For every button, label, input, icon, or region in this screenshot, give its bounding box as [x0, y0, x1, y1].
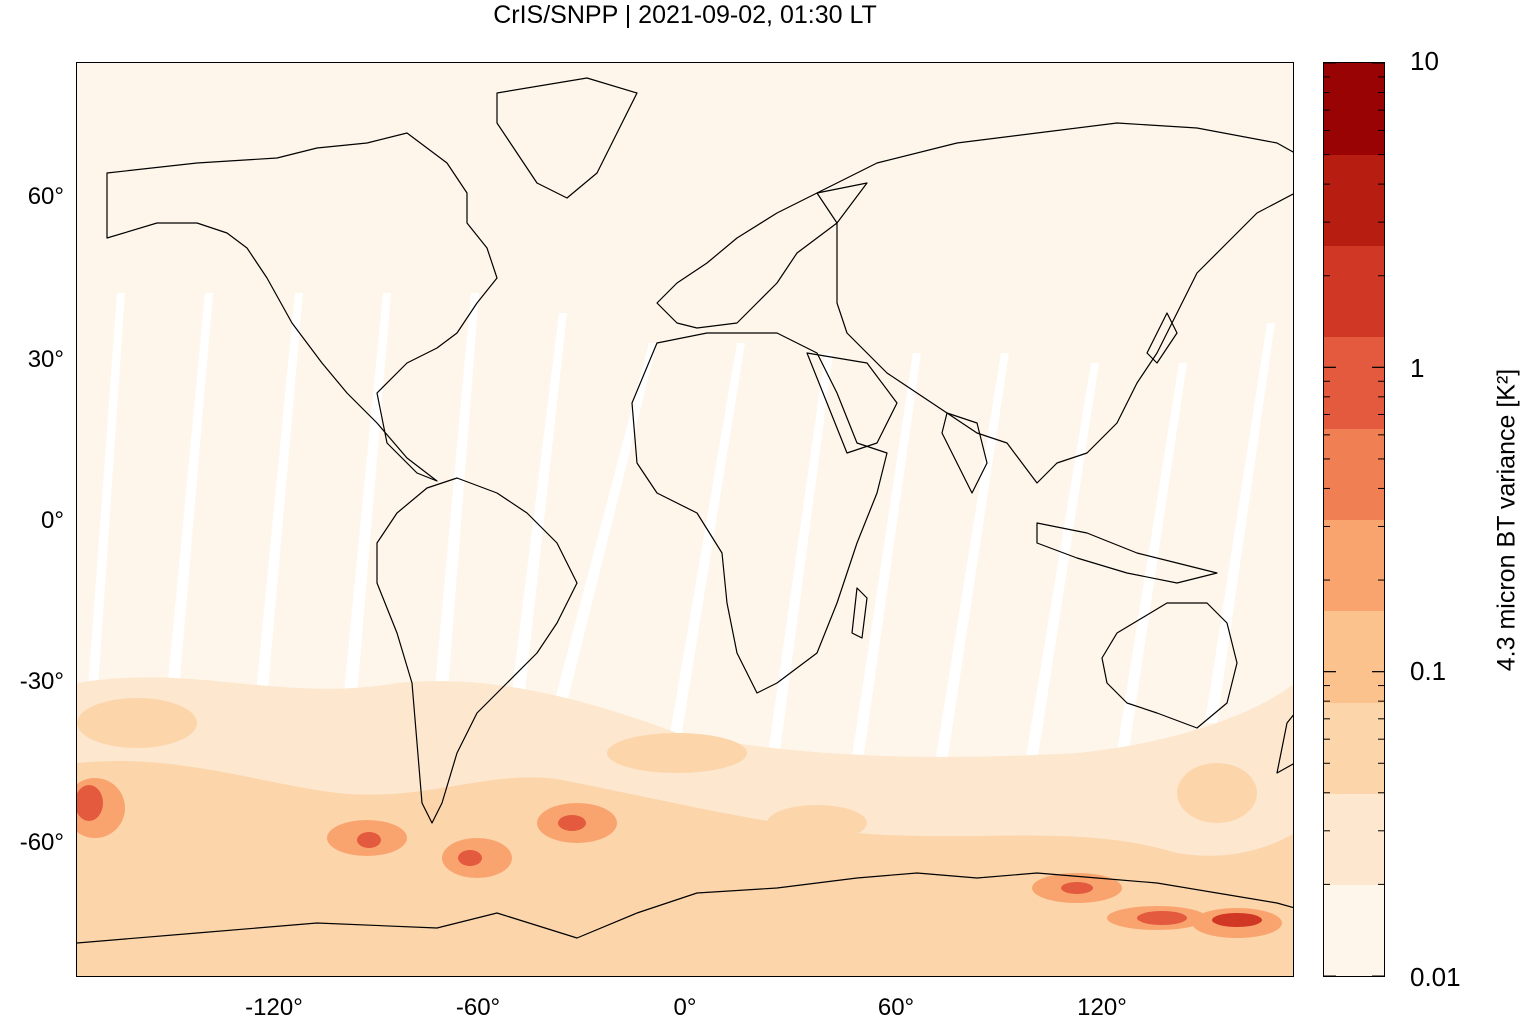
coastline-north-america	[106, 132, 498, 482]
variance-patch	[1137, 911, 1187, 925]
lat-tick-label: 0°	[41, 507, 64, 534]
variance-patch	[1061, 882, 1093, 894]
variance-patch	[77, 698, 197, 748]
map-panel	[76, 62, 1294, 977]
coastline-india	[941, 412, 988, 494]
lat-tick-label: -60°	[19, 829, 64, 856]
coastline-antarctica	[77, 872, 1293, 944]
lon-tick-label: 60°	[877, 994, 915, 1021]
lon-tick-label: -120°	[245, 994, 303, 1021]
colorbar-segment	[1324, 519, 1384, 612]
colorbar-segment	[1324, 793, 1384, 886]
colorbar-tick-label: 0.01	[1410, 962, 1461, 992]
lon-tick-label: 120°	[1077, 994, 1127, 1021]
orbit-gap	[253, 293, 303, 723]
map-canvas	[77, 77, 1293, 976]
orbit-gap	[935, 353, 1009, 763]
orbit-gap	[1205, 323, 1275, 723]
orbit-gap	[429, 293, 479, 753]
coastline-south-america	[376, 477, 578, 824]
orbit-gaps	[87, 293, 1275, 803]
colorbar-segment	[1324, 702, 1384, 794]
variance-patch	[607, 733, 747, 773]
lon-tick-label: 0°	[673, 994, 697, 1021]
colorbar-ticks	[1324, 63, 1384, 976]
variance-patch	[357, 832, 381, 848]
colorbar	[1323, 62, 1385, 977]
variance-patch	[458, 850, 482, 866]
lon-tick-label: -60°	[455, 994, 501, 1021]
coastline-australia	[1101, 602, 1238, 729]
orbit-gap	[533, 343, 657, 783]
variance-field	[77, 677, 1293, 976]
orbit-gap	[339, 293, 391, 743]
map-title: CrIS/SNPP | 2021-09-02, 01:30 LT	[493, 1, 877, 29]
coastline-asia	[816, 122, 1293, 484]
lat-tick-label: 30°	[27, 346, 64, 373]
coastline-arabia	[806, 352, 898, 454]
coastline-greenland	[496, 77, 638, 199]
coastline-indonesia	[1036, 522, 1218, 584]
colorbar-segment	[1324, 245, 1384, 338]
variance-patch	[77, 785, 103, 821]
colorbar-segment	[1324, 610, 1384, 703]
variance-patch	[767, 805, 867, 841]
lat-tick-label: -30°	[19, 668, 64, 695]
variance-band-mid	[77, 761, 1293, 976]
coastlines	[77, 77, 1293, 944]
orbit-gap	[1025, 363, 1099, 763]
orbit-gap	[87, 293, 125, 703]
colorbar-segment	[1324, 154, 1384, 247]
coastline-madagascar	[851, 587, 868, 639]
coastline-africa	[631, 332, 888, 694]
colorbar-tick-label: 0.1	[1410, 656, 1447, 686]
orbit-gap	[503, 313, 567, 763]
colorbar-segment	[1324, 336, 1384, 429]
orbit-gap	[845, 353, 921, 803]
orbit-gap	[1115, 363, 1187, 763]
orbit-gap	[665, 343, 745, 763]
colorbar-segment	[1324, 63, 1384, 155]
coastline-new-zealand	[1276, 714, 1293, 774]
variance-patch	[558, 815, 586, 831]
colorbar-title: 4.3 micron BT variance [K²]	[1492, 368, 1521, 672]
lat-tick-label: 60°	[27, 183, 64, 210]
colorbar-segment	[1324, 884, 1384, 976]
orbit-gap	[761, 353, 833, 803]
colorbar-segment	[1324, 428, 1384, 520]
colorbar-tick-label: 10	[1410, 46, 1439, 76]
orbit-gap	[165, 293, 213, 713]
variance-patch	[1212, 913, 1262, 927]
coastline-japan	[1146, 312, 1178, 364]
variance-patch	[1177, 763, 1257, 823]
colorbar-tick-label: 1	[1410, 353, 1425, 383]
coastline-europe	[656, 182, 868, 329]
